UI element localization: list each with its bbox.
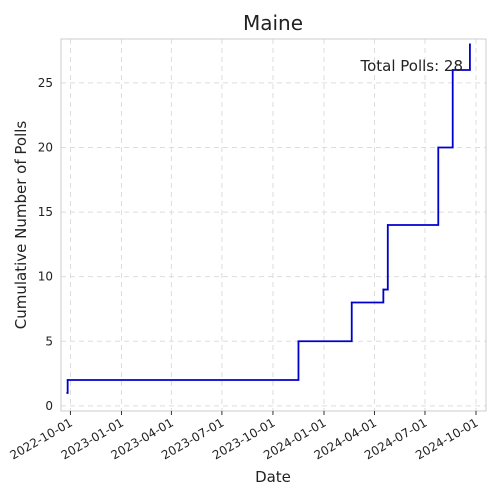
y-tick-label: 0 (45, 399, 53, 413)
tick-layer: 2022-10-012023-01-012023-04-012023-07-01… (8, 76, 481, 463)
series-line-0 (67, 44, 470, 393)
y-tick-label: 5 (45, 334, 53, 348)
step-point (437, 147, 439, 149)
total-polls-annotation: Total Polls: 28 (359, 57, 463, 75)
step-point (67, 379, 69, 381)
y-tick-label: 15 (38, 205, 53, 219)
step-point (66, 392, 68, 394)
y-axis-label: Cumulative Number of Polls (12, 121, 30, 330)
y-tick-label: 20 (38, 141, 53, 155)
step-point (387, 224, 389, 226)
chart-title: Maine (243, 11, 303, 35)
step-point (351, 302, 353, 304)
step-point (382, 289, 384, 291)
x-axis-label: Date (255, 468, 291, 486)
step-point (298, 340, 300, 342)
y-tick-label: 25 (38, 76, 53, 90)
step-point (469, 43, 471, 45)
y-tick-label: 10 (38, 270, 53, 284)
